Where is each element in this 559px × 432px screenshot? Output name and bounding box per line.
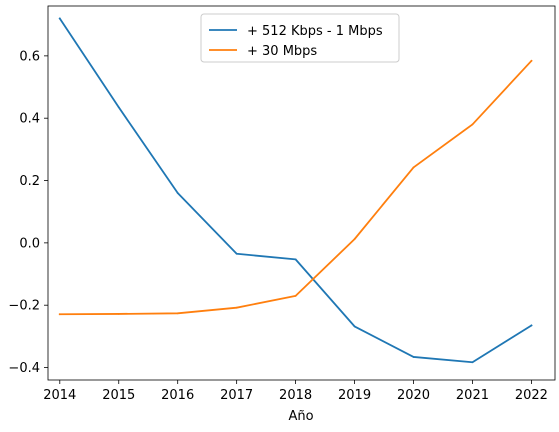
x-axis-label: Año [288, 409, 313, 424]
x-tick-label-2016: 2016 [161, 388, 194, 403]
x-tick-label-2022: 2022 [515, 388, 548, 403]
data-point-series-2-2017 [235, 306, 238, 309]
data-point-series-2-2018 [294, 294, 297, 297]
legend-box [200, 13, 400, 63]
y-tick-label-5: 0.6 [19, 49, 40, 64]
legend: + 512 Kbps - 1 Mbps + 30 Mbps [200, 13, 400, 63]
data-point-series-1-2020 [412, 356, 415, 358]
y-tick-label-3: 0.2 [19, 174, 40, 189]
data-point-series-1-2014 [58, 17, 61, 20]
data-point-series-1-2022 [530, 324, 533, 327]
x-tick-label-2019: 2019 [338, 388, 371, 403]
data-point-series-2-2019 [353, 238, 356, 241]
data-point-series-1-2015 [117, 106, 120, 109]
data-point-series-1-2019 [353, 325, 356, 328]
x-tick-label-2017: 2017 [220, 388, 253, 403]
series-layer [58, 17, 533, 364]
legend-label-series-2: + 30 Mbps [247, 44, 317, 59]
data-point-series-1-2018 [294, 258, 297, 261]
data-point-series-2-2015 [117, 313, 120, 315]
data-point-series-2-2020 [412, 166, 415, 169]
x-tick-label-2020: 2020 [397, 388, 430, 403]
legend-label-series-1: + 512 Kbps - 1 Mbps [247, 24, 383, 39]
data-point-series-2-2014 [58, 313, 61, 316]
x-ticks: 2014 2015 2016 2017 2018 2019 2020 2021 2022 [43, 380, 548, 403]
data-point-series-2-2021 [471, 123, 474, 126]
data-point-series-1-2021 [471, 361, 474, 364]
plot-frame [47, 5, 556, 381]
axes-layer [47, 5, 556, 381]
x-tick-label-2021: 2021 [456, 388, 489, 403]
data-point-series-2-2016 [176, 312, 179, 315]
data-point-series-2-2022 [530, 59, 533, 62]
x-tick-label-2014: 2014 [43, 388, 76, 403]
data-point-series-1-2017 [235, 252, 238, 255]
x-tick-label-2015: 2015 [102, 388, 135, 403]
y-tick-label-4: 0.4 [19, 112, 40, 127]
y-tick-label-1: −0.2 [8, 299, 40, 314]
x-tick-label-2018: 2018 [279, 388, 312, 403]
y-tick-label-0: −0.4 [8, 361, 40, 376]
data-point-series-1-2016 [176, 192, 179, 194]
y-ticks: −0.4 −0.2 0.0 0.2 0.4 0.6 [8, 49, 48, 376]
plot-area [48, 6, 555, 380]
y-tick-label-2: 0.0 [19, 236, 40, 251]
